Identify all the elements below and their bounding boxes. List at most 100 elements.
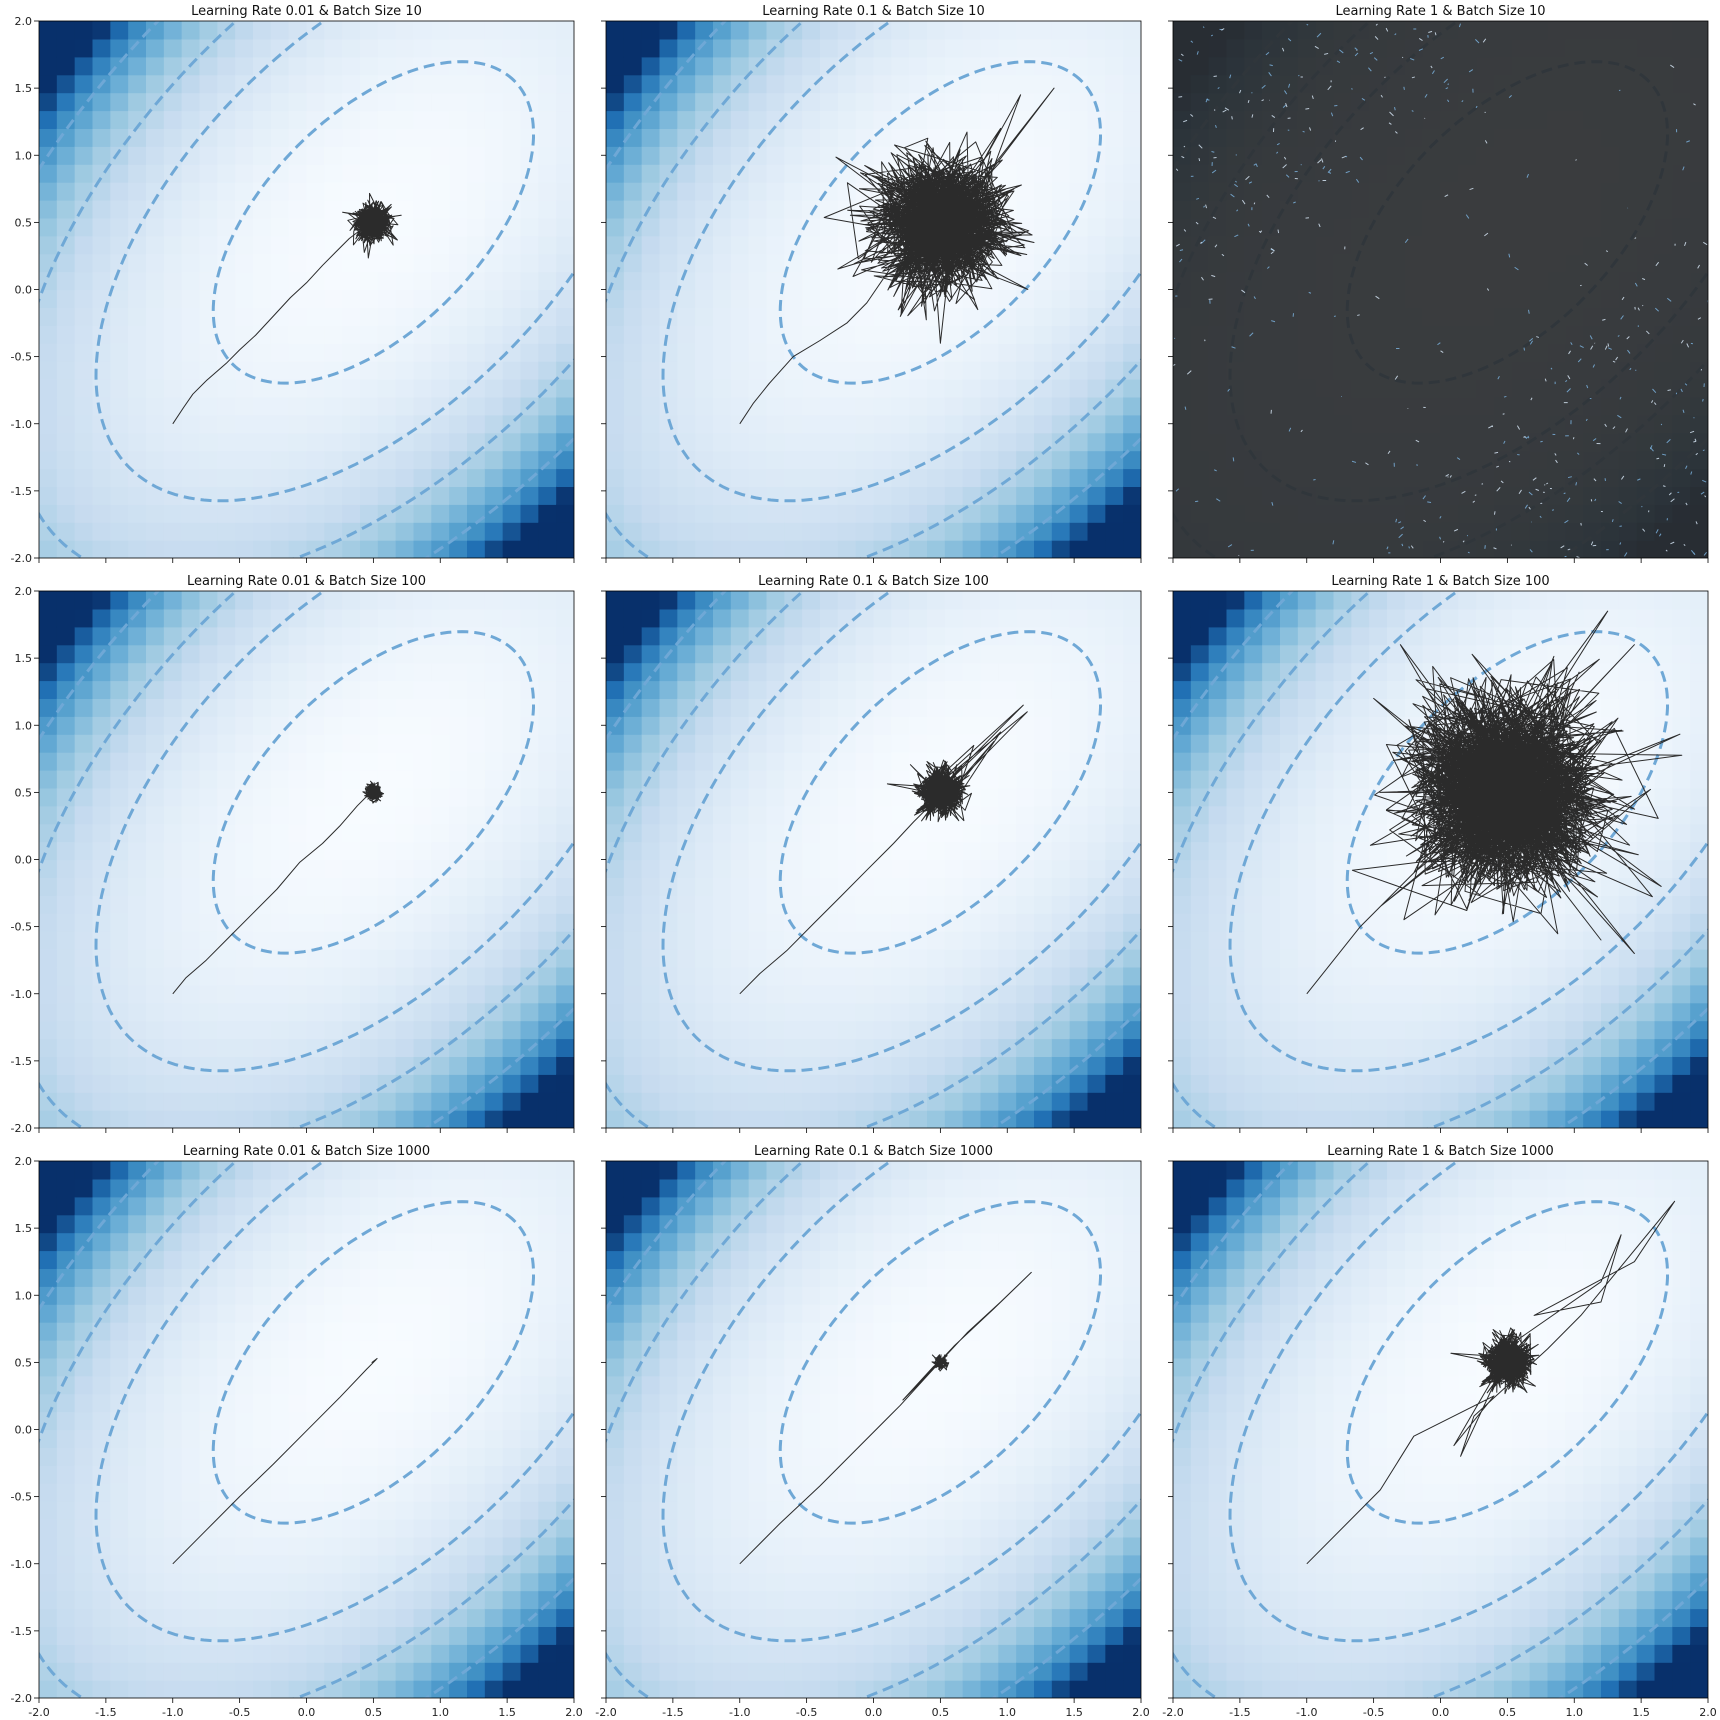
heatmap-cell [1034,608,1053,628]
heatmap-cell [606,823,625,843]
heatmap-cell [1069,540,1089,558]
heatmap-cell [1087,271,1106,291]
heatmap-cell [556,343,574,362]
heatmap-cell [713,235,732,255]
heatmap-cell [820,966,839,986]
heatmap-cell [74,361,94,380]
heatmap-cell [163,1038,183,1057]
heatmap-cell [873,1020,892,1040]
heatmap-cell [659,21,678,40]
heatmap-cell [556,235,574,255]
heatmap-cell [713,450,732,470]
heatmap-cell [538,504,557,523]
diverged-streak [1703,241,1708,246]
heatmap-cell [927,716,946,735]
diverged-streak [1235,180,1237,183]
heatmap-cell [766,450,785,470]
heatmap-cell [253,805,272,825]
subplot-title: Learning Rate 0.01 & Batch Size 100 [187,574,426,589]
heatmap-cell [163,787,183,807]
heatmap-cell [56,805,76,825]
heatmap-cell [713,110,732,129]
heatmap-cell [413,787,432,807]
heatmap-cell [324,271,343,291]
heatmap-cell [253,396,272,416]
diverged-streak [1361,98,1366,101]
heatmap-cell [377,271,397,291]
diverged-streak [1330,112,1334,117]
diverged-streak [1269,64,1273,67]
heatmap-cell [74,92,94,112]
heatmap-cell [538,21,557,40]
heatmap-cell [56,540,76,558]
heatmap-cell [730,949,750,968]
heatmap-cell [677,931,696,950]
heatmap-cell [520,698,539,717]
heatmap-cell [484,1074,504,1093]
heatmap-cell [377,591,397,610]
heatmap-cell [270,787,290,807]
heatmap-cell [324,289,343,308]
heatmap-cell [802,949,821,968]
heatmap-cell [484,432,504,452]
heatmap-cell [802,698,821,717]
diverged-streak [1345,170,1350,174]
heatmap-cell [74,217,94,237]
heatmap-cell [623,361,643,380]
heatmap-cell [641,361,661,380]
diverged-streak [1453,528,1459,532]
heatmap-cell [449,128,468,147]
heatmap-cell [253,698,272,717]
heatmap-cell [199,734,218,753]
diverged-streak [1253,296,1256,300]
heatmap-cell [306,343,325,362]
heatmap-cell [431,504,450,523]
heatmap-cell [927,949,946,968]
heatmap-cell [556,450,574,470]
diverged-streak [1575,482,1578,486]
y-tick-label: -1.5 [11,485,32,498]
heatmap-cell [146,74,165,94]
heatmap-cell [110,787,129,807]
heatmap-cell [181,21,201,40]
diverged-streak [1693,552,1696,556]
heatmap-cell [431,343,450,362]
heatmap-cell [217,289,236,308]
heatmap-cell [181,877,201,896]
heatmap-cell [784,1092,803,1111]
heatmap-cell [623,752,643,771]
heatmap-cell [217,644,236,664]
heatmap-cell [110,361,129,380]
heatmap-cell [748,468,768,487]
diverged-streak [1205,204,1207,209]
heatmap-cell [110,540,129,558]
heatmap-cell [556,734,574,753]
heatmap-cell [659,805,678,825]
heatmap-cell [217,1020,236,1040]
diverged-streak [1266,266,1270,269]
diverged-streak [1214,469,1217,472]
heatmap-cell [39,591,58,610]
heatmap-cell [56,396,76,416]
heatmap-cell [556,770,574,789]
heatmap-cell [855,307,875,326]
heatmap-cell [556,859,574,878]
heatmap-cell [39,1074,58,1093]
heatmap-cell [146,396,165,416]
heatmap-cell [502,1110,522,1128]
heatmap-cell [449,217,468,237]
heatmap-cell [909,1038,928,1057]
heatmap-cell [74,1110,94,1128]
heatmap-cell [1016,841,1035,861]
loss-heatmap [606,591,1141,1128]
heatmap-cell [730,895,750,914]
heatmap-cell [467,361,486,380]
heatmap-cell [873,787,892,807]
heatmap-cell [467,200,486,219]
heatmap-cell [377,680,397,699]
heatmap-cell [163,217,183,237]
diverged-streak [1394,131,1398,134]
heatmap-cell [891,1074,910,1093]
heatmap-cell [962,307,982,326]
heatmap-cell [713,1092,732,1111]
